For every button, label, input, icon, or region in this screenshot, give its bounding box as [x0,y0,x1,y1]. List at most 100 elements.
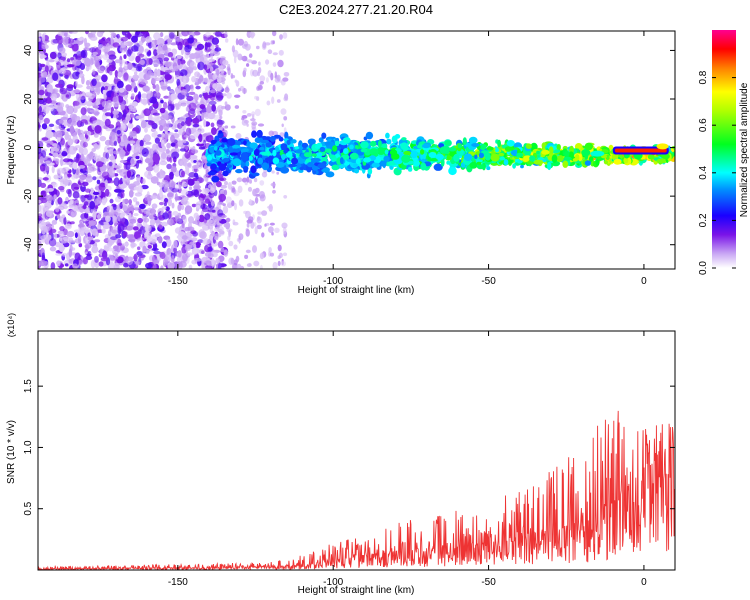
noise-blob [186,117,192,127]
noise-blob [272,84,276,92]
noise-blob [253,177,258,183]
noise-blob [201,211,205,215]
noise-blob [40,238,46,243]
y-tick-label: 0.5 [23,501,34,515]
noise-blob [130,157,137,166]
noise-blob [250,221,255,229]
noise-blob [116,246,121,253]
noise-blob [80,107,87,116]
noise-blob [82,257,89,265]
noise-blob [247,186,253,192]
noise-blob [166,142,171,149]
noise-blob [66,210,70,214]
noise-blob [277,59,284,68]
noise-blob [72,134,78,144]
signal-blob [428,152,437,158]
noise-blob [203,188,210,194]
noise-blob [79,227,85,237]
noise-blob [65,94,70,98]
signal-blob [349,152,359,160]
noise-blob [207,239,212,244]
noise-blob [160,170,165,176]
noise-blob [71,31,78,34]
noise-blob [106,205,115,214]
noise-blob [122,109,127,119]
noise-blob [205,260,211,264]
noise-blob [237,53,243,61]
noise-blob [84,188,91,193]
noise-blob [46,143,51,148]
noise-blob [140,184,149,190]
noise-blob [82,181,89,187]
noise-blob [189,134,198,140]
noise-blob [55,206,60,213]
noise-blob [174,184,182,190]
noise-blob [45,165,50,172]
noise-blob [174,227,182,234]
noise-blob [109,133,116,141]
noise-blob [246,113,252,117]
signal-blob [517,160,523,164]
noise-blob [141,147,149,157]
noise-blob [163,101,168,109]
noise-blob [146,51,152,57]
noise-blob [193,258,202,262]
noise-blob [214,47,222,52]
noise-blob [158,182,164,188]
noise-blob [219,177,227,182]
noise-blob [125,115,131,121]
noise-blob [59,127,66,135]
colorbar-gradient [712,30,736,268]
snr-frame [37,330,676,571]
noise-blob [114,70,119,78]
noise-blob [143,134,151,142]
y-tick-label: 1.5 [23,379,34,393]
noise-blob [188,216,194,224]
noise-blob [167,86,171,91]
noise-blob [95,61,101,70]
noise-blob [131,93,135,98]
noise-blob [149,218,156,226]
noise-blob [38,85,45,91]
noise-blob [123,231,128,238]
noise-blob [110,35,114,45]
noise-blob [109,198,114,204]
noise-blob [74,128,79,133]
noise-blob [119,59,123,68]
noise-blob [262,41,267,49]
noise-blob [105,43,111,52]
noise-blob [66,64,75,68]
noise-blob [148,170,151,176]
noise-blob [152,177,158,182]
noise-blob [80,50,86,59]
noise-blob [86,216,94,221]
signal-blob [486,146,494,151]
noise-blob [88,93,96,99]
noise-blob [52,182,58,188]
signal-blob [595,158,600,166]
noise-blob [246,59,253,63]
noise-blob [180,89,188,96]
noise-blob [160,154,167,163]
noise-blob [78,165,86,169]
noise-blob [173,247,178,253]
noise-blob [234,105,240,109]
noise-blob [144,224,152,233]
noise-blob [167,37,172,45]
signal-blob [314,144,322,149]
noise-blob [164,69,173,74]
noise-blob [38,121,41,131]
noise-blob [52,72,59,81]
noise-blob [176,55,182,59]
noise-blob [72,191,80,199]
noise-blob [241,117,245,121]
noise-blob [230,186,236,194]
noise-blob [101,100,109,108]
noise-blob [48,238,57,247]
noise-blob [228,240,234,247]
noise-blob [45,210,53,218]
signal-blob [499,156,506,161]
noise-blob [102,89,106,95]
noise-blob [212,73,217,81]
noise-blob [265,59,270,65]
